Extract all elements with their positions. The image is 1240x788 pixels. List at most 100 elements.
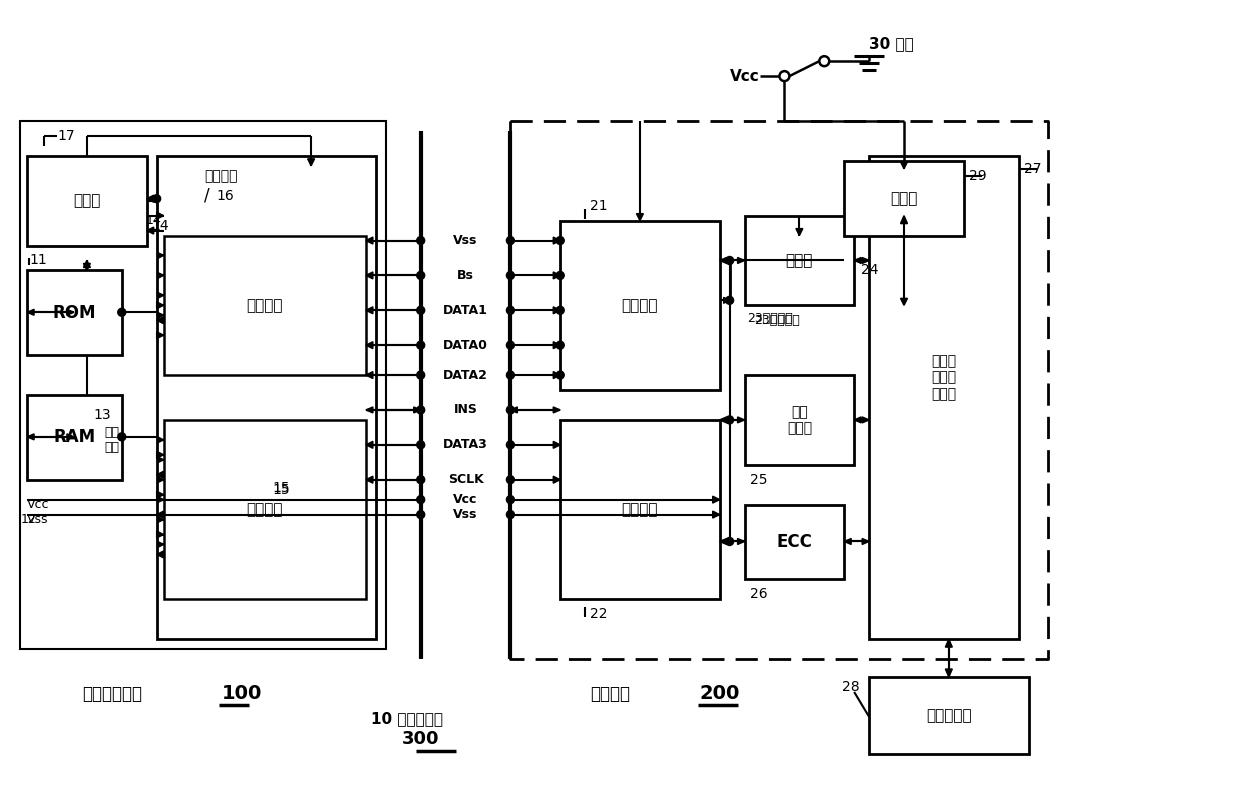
Text: 29: 29 [968, 169, 986, 183]
Text: 并行接口: 并行接口 [621, 502, 658, 517]
Polygon shape [511, 407, 517, 413]
Polygon shape [156, 332, 164, 339]
Circle shape [557, 341, 564, 349]
Polygon shape [366, 441, 373, 448]
Polygon shape [308, 159, 315, 165]
Text: INS: INS [454, 403, 477, 416]
Text: 23数据总线: 23数据总线 [754, 314, 800, 327]
Polygon shape [366, 372, 373, 378]
Polygon shape [157, 252, 164, 258]
Text: 25: 25 [749, 473, 768, 487]
Text: 15: 15 [273, 483, 290, 496]
Polygon shape [156, 317, 164, 324]
Circle shape [557, 271, 564, 280]
Text: 14: 14 [151, 218, 170, 232]
Polygon shape [27, 434, 33, 440]
Polygon shape [27, 310, 33, 315]
Polygon shape [366, 476, 373, 483]
Polygon shape [157, 457, 164, 463]
Text: Vcc: Vcc [27, 498, 50, 511]
Bar [27, 156, 146, 246]
Polygon shape [738, 417, 744, 423]
Polygon shape [900, 162, 908, 169]
Polygon shape [945, 639, 952, 647]
Text: Vcc: Vcc [454, 493, 477, 506]
Text: 串行接口: 串行接口 [621, 298, 658, 313]
Polygon shape [862, 538, 869, 545]
Polygon shape [157, 496, 164, 503]
Text: 11: 11 [29, 254, 47, 267]
Text: 17: 17 [57, 129, 74, 143]
Circle shape [417, 511, 424, 519]
Text: DATA3: DATA3 [443, 438, 487, 452]
Polygon shape [156, 302, 164, 309]
Circle shape [506, 341, 515, 349]
Polygon shape [156, 551, 164, 558]
Text: 30 开关: 30 开关 [869, 35, 914, 50]
Text: RAM: RAM [53, 429, 95, 446]
Polygon shape [67, 434, 74, 440]
Circle shape [557, 236, 564, 244]
Text: 26: 26 [749, 587, 768, 601]
Polygon shape [900, 299, 908, 305]
Polygon shape [738, 258, 744, 263]
Polygon shape [366, 237, 373, 244]
Polygon shape [156, 511, 164, 518]
Polygon shape [553, 272, 560, 279]
Bar [156, 156, 376, 639]
Circle shape [417, 371, 424, 379]
Circle shape [725, 256, 734, 265]
Bar [744, 504, 844, 579]
Polygon shape [156, 531, 164, 538]
Bar [27, 270, 122, 355]
Polygon shape [724, 297, 729, 303]
Circle shape [557, 307, 564, 314]
Polygon shape [157, 517, 164, 522]
Text: DATA2: DATA2 [443, 369, 489, 381]
Bar [164, 236, 366, 375]
Polygon shape [553, 237, 560, 244]
Text: 300: 300 [402, 730, 439, 748]
Polygon shape [945, 669, 952, 677]
Polygon shape [146, 195, 154, 203]
Text: 28: 28 [842, 680, 859, 694]
Text: Bs: Bs [458, 269, 474, 282]
Text: 数据
总线: 数据 总线 [104, 426, 119, 454]
Circle shape [506, 236, 515, 244]
Polygon shape [157, 273, 164, 278]
Bar [744, 216, 854, 305]
Polygon shape [553, 342, 560, 348]
Text: 21: 21 [590, 199, 608, 213]
Polygon shape [738, 538, 744, 545]
Polygon shape [862, 258, 869, 263]
Text: 电子装置: 电子装置 [590, 685, 630, 703]
Polygon shape [414, 407, 420, 413]
Circle shape [506, 511, 515, 519]
Text: 寄存器: 寄存器 [786, 253, 813, 268]
Circle shape [417, 307, 424, 314]
Text: 23数据总线: 23数据总线 [748, 312, 794, 325]
Text: DATA1: DATA1 [443, 304, 489, 317]
Polygon shape [553, 372, 560, 378]
Circle shape [506, 307, 515, 314]
Text: 控制器: 控制器 [73, 193, 100, 208]
Polygon shape [796, 229, 802, 236]
Text: 数据
缓冲器: 数据 缓冲器 [787, 405, 812, 435]
Bar [164, 420, 366, 599]
Circle shape [506, 406, 515, 414]
Text: 12: 12 [21, 513, 37, 526]
Circle shape [417, 271, 424, 280]
Text: /: / [203, 187, 210, 205]
Bar [869, 156, 1018, 639]
Text: ROM: ROM [52, 304, 97, 322]
Polygon shape [366, 307, 373, 314]
Text: Vss: Vss [27, 513, 48, 526]
Text: 100: 100 [222, 685, 262, 704]
Polygon shape [157, 477, 164, 483]
Circle shape [153, 195, 161, 203]
Circle shape [118, 433, 125, 440]
Text: 接口电路: 接口电路 [205, 169, 238, 183]
Text: Vcc: Vcc [730, 69, 760, 84]
Polygon shape [366, 272, 373, 279]
Circle shape [506, 271, 515, 280]
